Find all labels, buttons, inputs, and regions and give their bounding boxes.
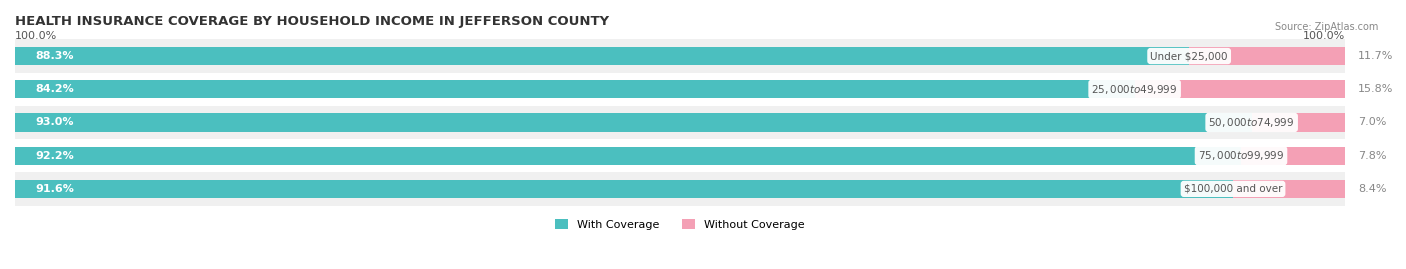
Legend: With Coverage, Without Coverage: With Coverage, Without Coverage (551, 215, 808, 234)
Text: HEALTH INSURANCE COVERAGE BY HOUSEHOLD INCOME IN JEFFERSON COUNTY: HEALTH INSURANCE COVERAGE BY HOUSEHOLD I… (15, 15, 609, 28)
Bar (1241, 147, 1344, 165)
Text: $50,000 to $74,999: $50,000 to $74,999 (1209, 116, 1295, 129)
Text: Under $25,000: Under $25,000 (1150, 51, 1227, 61)
Bar (15, 47, 1189, 65)
Bar (15, 139, 1344, 172)
Bar (15, 106, 1344, 139)
Text: 88.3%: 88.3% (35, 51, 73, 61)
Text: 15.8%: 15.8% (1358, 84, 1393, 94)
Bar (15, 73, 1344, 106)
Text: 91.6%: 91.6% (35, 184, 75, 194)
Text: 100.0%: 100.0% (1302, 31, 1344, 41)
Text: $25,000 to $49,999: $25,000 to $49,999 (1091, 83, 1178, 96)
Bar (1251, 113, 1344, 132)
Text: 93.0%: 93.0% (35, 118, 73, 128)
Bar (15, 147, 1241, 165)
Text: 84.2%: 84.2% (35, 84, 73, 94)
Text: 92.2%: 92.2% (35, 151, 73, 161)
Text: Source: ZipAtlas.com: Source: ZipAtlas.com (1274, 22, 1378, 31)
Text: 7.0%: 7.0% (1358, 118, 1386, 128)
Bar (15, 113, 1251, 132)
Bar (1189, 47, 1344, 65)
Text: 7.8%: 7.8% (1358, 151, 1386, 161)
Bar (1135, 80, 1344, 98)
Text: $75,000 to $99,999: $75,000 to $99,999 (1198, 149, 1284, 162)
Bar (15, 40, 1344, 73)
Text: 11.7%: 11.7% (1358, 51, 1393, 61)
Text: 8.4%: 8.4% (1358, 184, 1386, 194)
Bar (15, 172, 1344, 206)
Bar (1233, 180, 1344, 198)
Bar (15, 180, 1233, 198)
Text: 100.0%: 100.0% (15, 31, 58, 41)
Bar (15, 80, 1135, 98)
Text: $100,000 and over: $100,000 and over (1184, 184, 1282, 194)
